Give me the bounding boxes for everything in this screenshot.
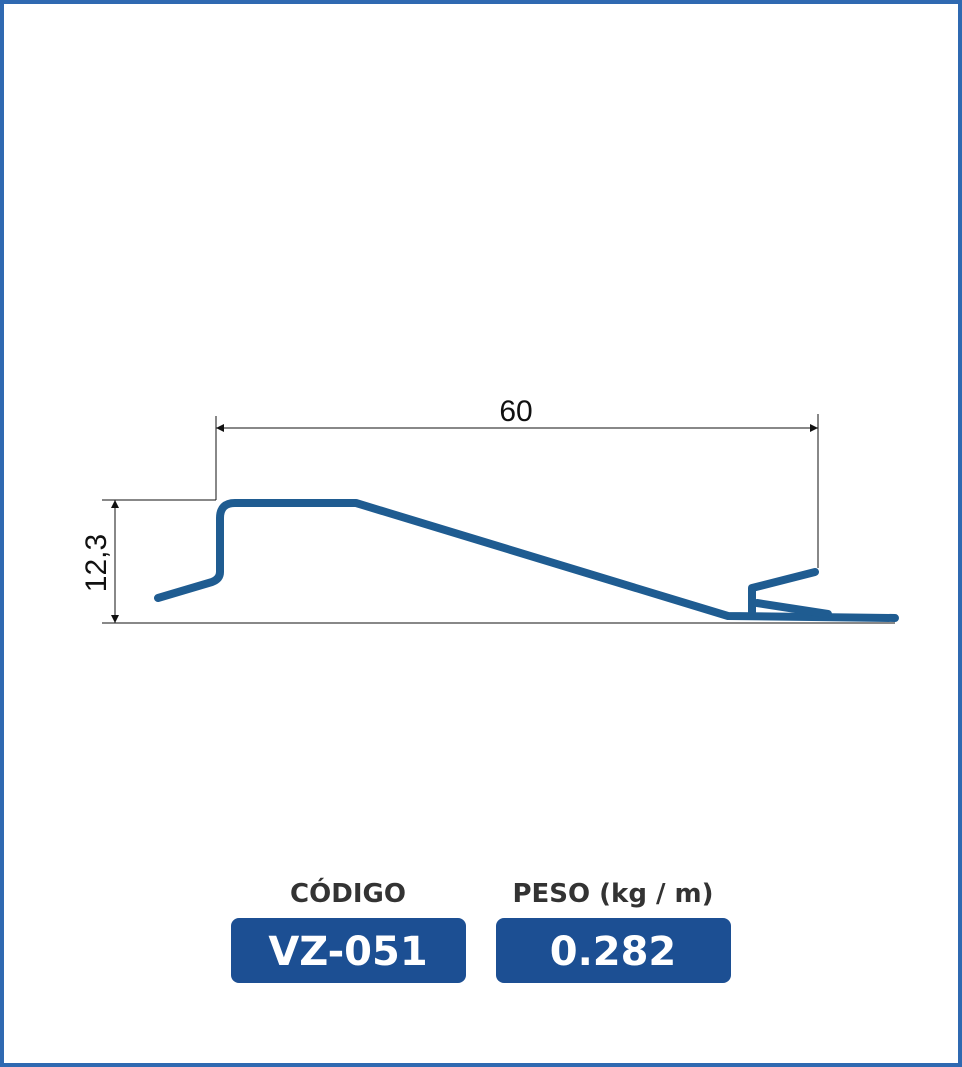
width-label: 60 bbox=[499, 395, 532, 428]
code-box bbox=[231, 918, 466, 983]
weight-box bbox=[496, 918, 731, 983]
height-label: 12,3 bbox=[80, 534, 113, 592]
code-label: CÓDIGO bbox=[290, 877, 406, 909]
profile bbox=[154, 499, 899, 622]
weight-value: 0.282 bbox=[550, 929, 677, 975]
weight-label: PESO (kg / m) bbox=[512, 879, 713, 909]
code-value: VZ-051 bbox=[268, 929, 427, 975]
height-dimension: 12,3 bbox=[80, 499, 895, 624]
width-dimension: 60 bbox=[215, 395, 819, 568]
